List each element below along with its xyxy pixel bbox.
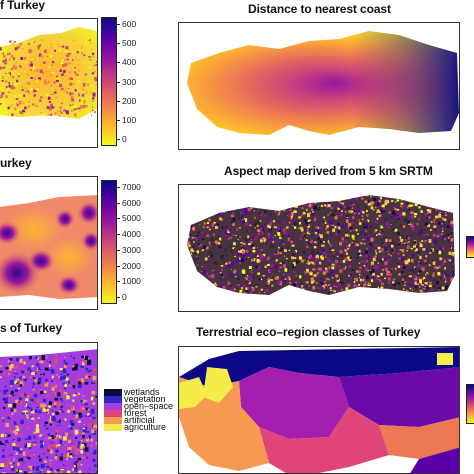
colorbar-tick-label: 7000 bbox=[122, 182, 141, 192]
colorbar-ecoregion bbox=[466, 384, 474, 424]
colorbar-tick-mark bbox=[117, 249, 120, 251]
title-precipitation: urkey bbox=[0, 156, 32, 170]
colorbar-elevation bbox=[101, 17, 117, 146]
map-aspect bbox=[178, 184, 460, 312]
legend-label: vegetation bbox=[124, 394, 166, 404]
landcover-speckle bbox=[0, 355, 97, 473]
legend-label: artificial bbox=[124, 415, 155, 425]
region-thrace bbox=[179, 377, 207, 409]
map-landcover bbox=[0, 342, 98, 474]
region-southeast bbox=[410, 447, 459, 473]
region-mediterranean bbox=[259, 407, 389, 473]
legend-label: forest bbox=[124, 408, 147, 418]
map-ecoregions bbox=[178, 346, 460, 474]
colorbar-tick-mark bbox=[117, 119, 120, 121]
map-precipitation bbox=[0, 176, 98, 310]
legend-swatch bbox=[104, 410, 122, 417]
colorbar-tick-mark bbox=[117, 81, 120, 83]
colorbar-aspect bbox=[466, 236, 474, 258]
legend-swatch bbox=[104, 396, 122, 403]
title-elevation: f Turkey bbox=[0, 0, 45, 12]
colorbar-tick-label: 2000 bbox=[122, 260, 141, 271]
region-central-east bbox=[339, 367, 459, 427]
legend-label: wetlands bbox=[124, 387, 160, 397]
colorbar-tick-mark bbox=[117, 139, 120, 140]
colorbar-tick-mark bbox=[117, 234, 120, 236]
colorbar-tick-label: 500 bbox=[122, 38, 137, 49]
colorbar-tick-mark bbox=[117, 281, 120, 283]
title-distance-to-coast: Distance to nearest coast bbox=[248, 2, 391, 16]
colorbar-tick-label: 4000 bbox=[122, 229, 141, 240]
colorbar-tick-label: 0 bbox=[122, 292, 127, 302]
colorbar-tick-label: 5000 bbox=[122, 213, 141, 224]
legend-swatch bbox=[104, 403, 122, 410]
region-coastal-north bbox=[179, 347, 459, 387]
colorbar-tick-mark bbox=[117, 218, 120, 220]
title-aspect: Aspect map derived from 5 km SRTM bbox=[224, 164, 433, 178]
legend-swatch bbox=[104, 424, 122, 431]
colorbar-tick-mark bbox=[117, 24, 120, 25]
colorbar-tick-mark bbox=[117, 62, 120, 64]
region-west-steppe bbox=[203, 367, 233, 403]
legend-swatch bbox=[104, 389, 122, 396]
colorbar-tick-label: 1000 bbox=[122, 276, 141, 287]
colorbar-tick-label: 200 bbox=[122, 95, 137, 106]
legend-label: agriculture bbox=[124, 422, 167, 432]
region-east-mountains bbox=[379, 417, 459, 459]
colorbar-tick-label: 300 bbox=[122, 76, 137, 87]
colorbar-tick-mark bbox=[117, 297, 120, 298]
colorbar-tick-mark bbox=[117, 265, 120, 267]
colorbar-tick-mark bbox=[117, 202, 120, 204]
legend-swatch bbox=[104, 417, 122, 424]
colorbar-tick-mark bbox=[117, 43, 120, 45]
colorbar-tick-label: 0 bbox=[122, 134, 127, 144]
colorbar-tick-mark bbox=[117, 187, 120, 188]
colorbar-tick-label: 600 bbox=[122, 19, 137, 29]
title-ecoregion: Terrestrial eco–region classes of Turkey bbox=[196, 325, 421, 339]
colorbar-tick-mark bbox=[117, 100, 120, 102]
colorbar-precipitation bbox=[101, 180, 117, 304]
colorbar-tick-label: 6000 bbox=[122, 197, 141, 208]
colorbar-tick-label: 3000 bbox=[122, 244, 141, 255]
title-landcover: s of Turkey bbox=[0, 321, 63, 335]
colorbar-tick-label: 100 bbox=[122, 114, 137, 125]
map-distance-to-coast bbox=[178, 22, 460, 150]
map-elevation bbox=[0, 18, 98, 148]
legend-label: open–space bbox=[124, 401, 174, 411]
elevation-speckle bbox=[0, 39, 97, 117]
region-central-west bbox=[239, 367, 349, 439]
colorbar-tick-label: 400 bbox=[122, 57, 137, 68]
